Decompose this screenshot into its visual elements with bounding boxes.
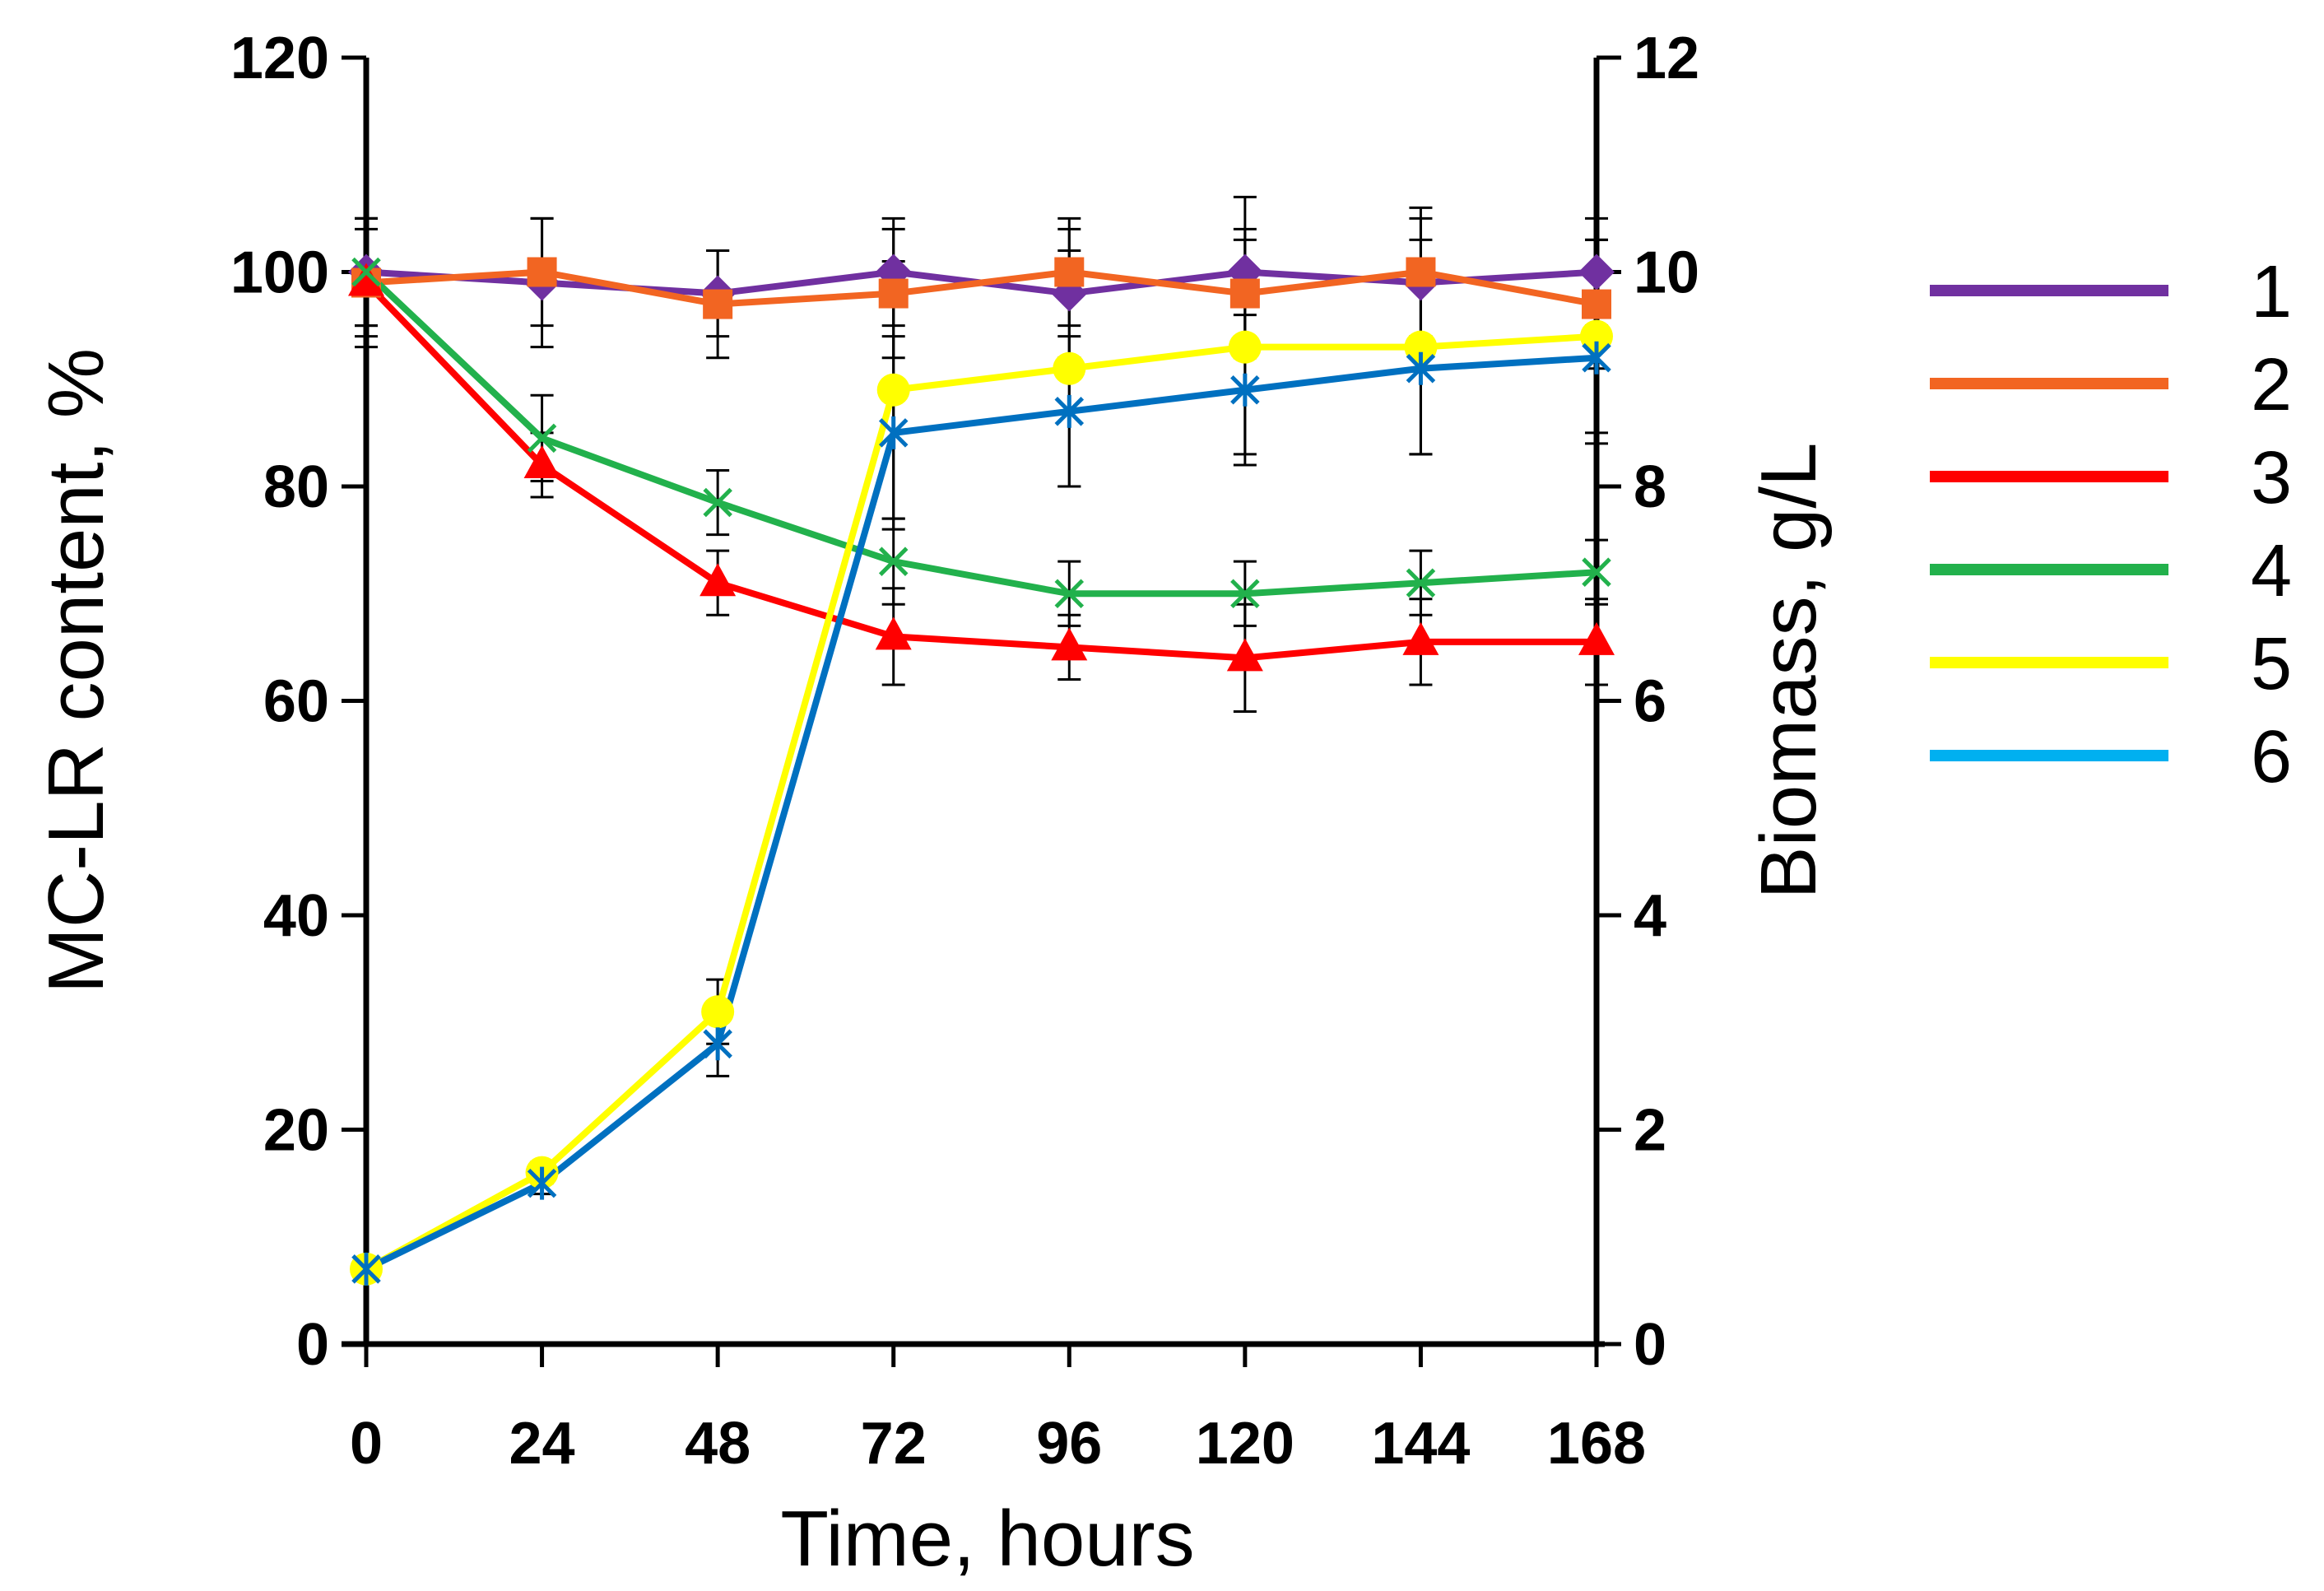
data-point-marker — [1402, 621, 1439, 655]
data-point-marker — [1230, 579, 1260, 609]
y-left-tick-label: 100 — [230, 240, 329, 306]
x-axis-title: Time, hours — [780, 1495, 1194, 1583]
y-right-tick-label: 6 — [1634, 669, 1666, 735]
legend-label-1: 1 — [2251, 251, 2292, 333]
y-right-tick-label: 2 — [1634, 1098, 1666, 1164]
y-left-tick-label: 60 — [263, 669, 329, 735]
series-line-3 — [364, 280, 1597, 662]
x-tick-label: 24 — [509, 1411, 575, 1477]
data-point-marker — [1226, 638, 1263, 672]
data-point-marker — [701, 995, 735, 1029]
legend-label-4: 4 — [2251, 530, 2292, 612]
series-line-5 — [365, 333, 1597, 1272]
data-point-marker — [1054, 579, 1085, 609]
data-point-marker — [1054, 394, 1085, 428]
x-tick-label: 168 — [1547, 1411, 1646, 1477]
y-left-tick-label: 0 — [296, 1312, 329, 1378]
data-point-marker — [1051, 627, 1088, 661]
data-point-marker — [875, 616, 912, 650]
data-point-marker — [703, 289, 733, 319]
data-point-marker — [1582, 289, 1611, 319]
x-tick-label: 120 — [1196, 1411, 1294, 1477]
data-point-marker — [1578, 621, 1615, 655]
data-point-marker — [703, 487, 732, 518]
x-tick-label: 144 — [1371, 1411, 1470, 1477]
x-tick-label: 72 — [861, 1411, 927, 1477]
y-right-tick-label: 12 — [1634, 26, 1699, 91]
x-tick-label: 96 — [1036, 1411, 1102, 1477]
y-axis-left-title: MC-LR content, % — [32, 348, 120, 993]
legend-label-6: 6 — [2251, 716, 2292, 798]
y-left-tick-label: 80 — [263, 454, 329, 520]
data-point-marker — [1580, 319, 1613, 353]
data-point-marker — [1406, 351, 1436, 385]
data-point-marker — [1228, 330, 1262, 364]
series-line-4 — [364, 269, 1597, 598]
data-point-marker — [700, 563, 737, 597]
y-left-tick-label: 40 — [263, 883, 329, 949]
data-point-marker — [1404, 330, 1438, 364]
data-point-marker — [348, 263, 384, 296]
data-point-marker — [523, 444, 560, 478]
data-point-marker — [1406, 568, 1436, 598]
data-point-marker — [1230, 373, 1260, 407]
legend-label-5: 5 — [2251, 623, 2292, 705]
data-point-marker — [1578, 254, 1615, 291]
data-point-marker — [1053, 351, 1086, 385]
data-point-marker — [876, 373, 910, 407]
data-point-marker — [1054, 257, 1085, 287]
data-point-marker — [351, 257, 381, 287]
data-point-marker — [1582, 341, 1611, 374]
data-point-marker — [527, 257, 557, 287]
data-point-marker — [878, 416, 909, 449]
y-right-tick-label: 0 — [1634, 1312, 1666, 1378]
series-line-6 — [365, 354, 1597, 1272]
data-point-marker — [878, 547, 909, 576]
x-tick-label: 0 — [350, 1411, 383, 1477]
series-line-2 — [365, 268, 1597, 308]
data-point-marker — [527, 1166, 557, 1200]
data-point-marker — [703, 1027, 732, 1061]
data-point-marker — [878, 278, 909, 309]
y-axis-right-title: Biomass, g/L — [1745, 443, 1833, 900]
legend: 1 2 3 4 5 6 — [1930, 251, 2292, 798]
legend-label-3: 3 — [2251, 437, 2292, 519]
y-right-tick-label: 10 — [1634, 240, 1699, 306]
y-right-tick-label: 4 — [1634, 883, 1666, 949]
data-point-marker — [527, 423, 557, 454]
y-left-tick-label: 20 — [263, 1098, 329, 1164]
y-left-tick-label: 120 — [230, 26, 329, 91]
data-point-marker — [1229, 278, 1260, 309]
data-point-marker — [1582, 557, 1611, 587]
data-point-marker — [351, 1252, 381, 1286]
data-point-marker — [1406, 257, 1436, 287]
legend-label-2: 2 — [2251, 344, 2292, 426]
y-right-tick-label: 8 — [1634, 454, 1666, 520]
x-tick-label: 48 — [685, 1411, 751, 1477]
series-lines — [364, 268, 1597, 1272]
series-markers — [348, 254, 1615, 1286]
